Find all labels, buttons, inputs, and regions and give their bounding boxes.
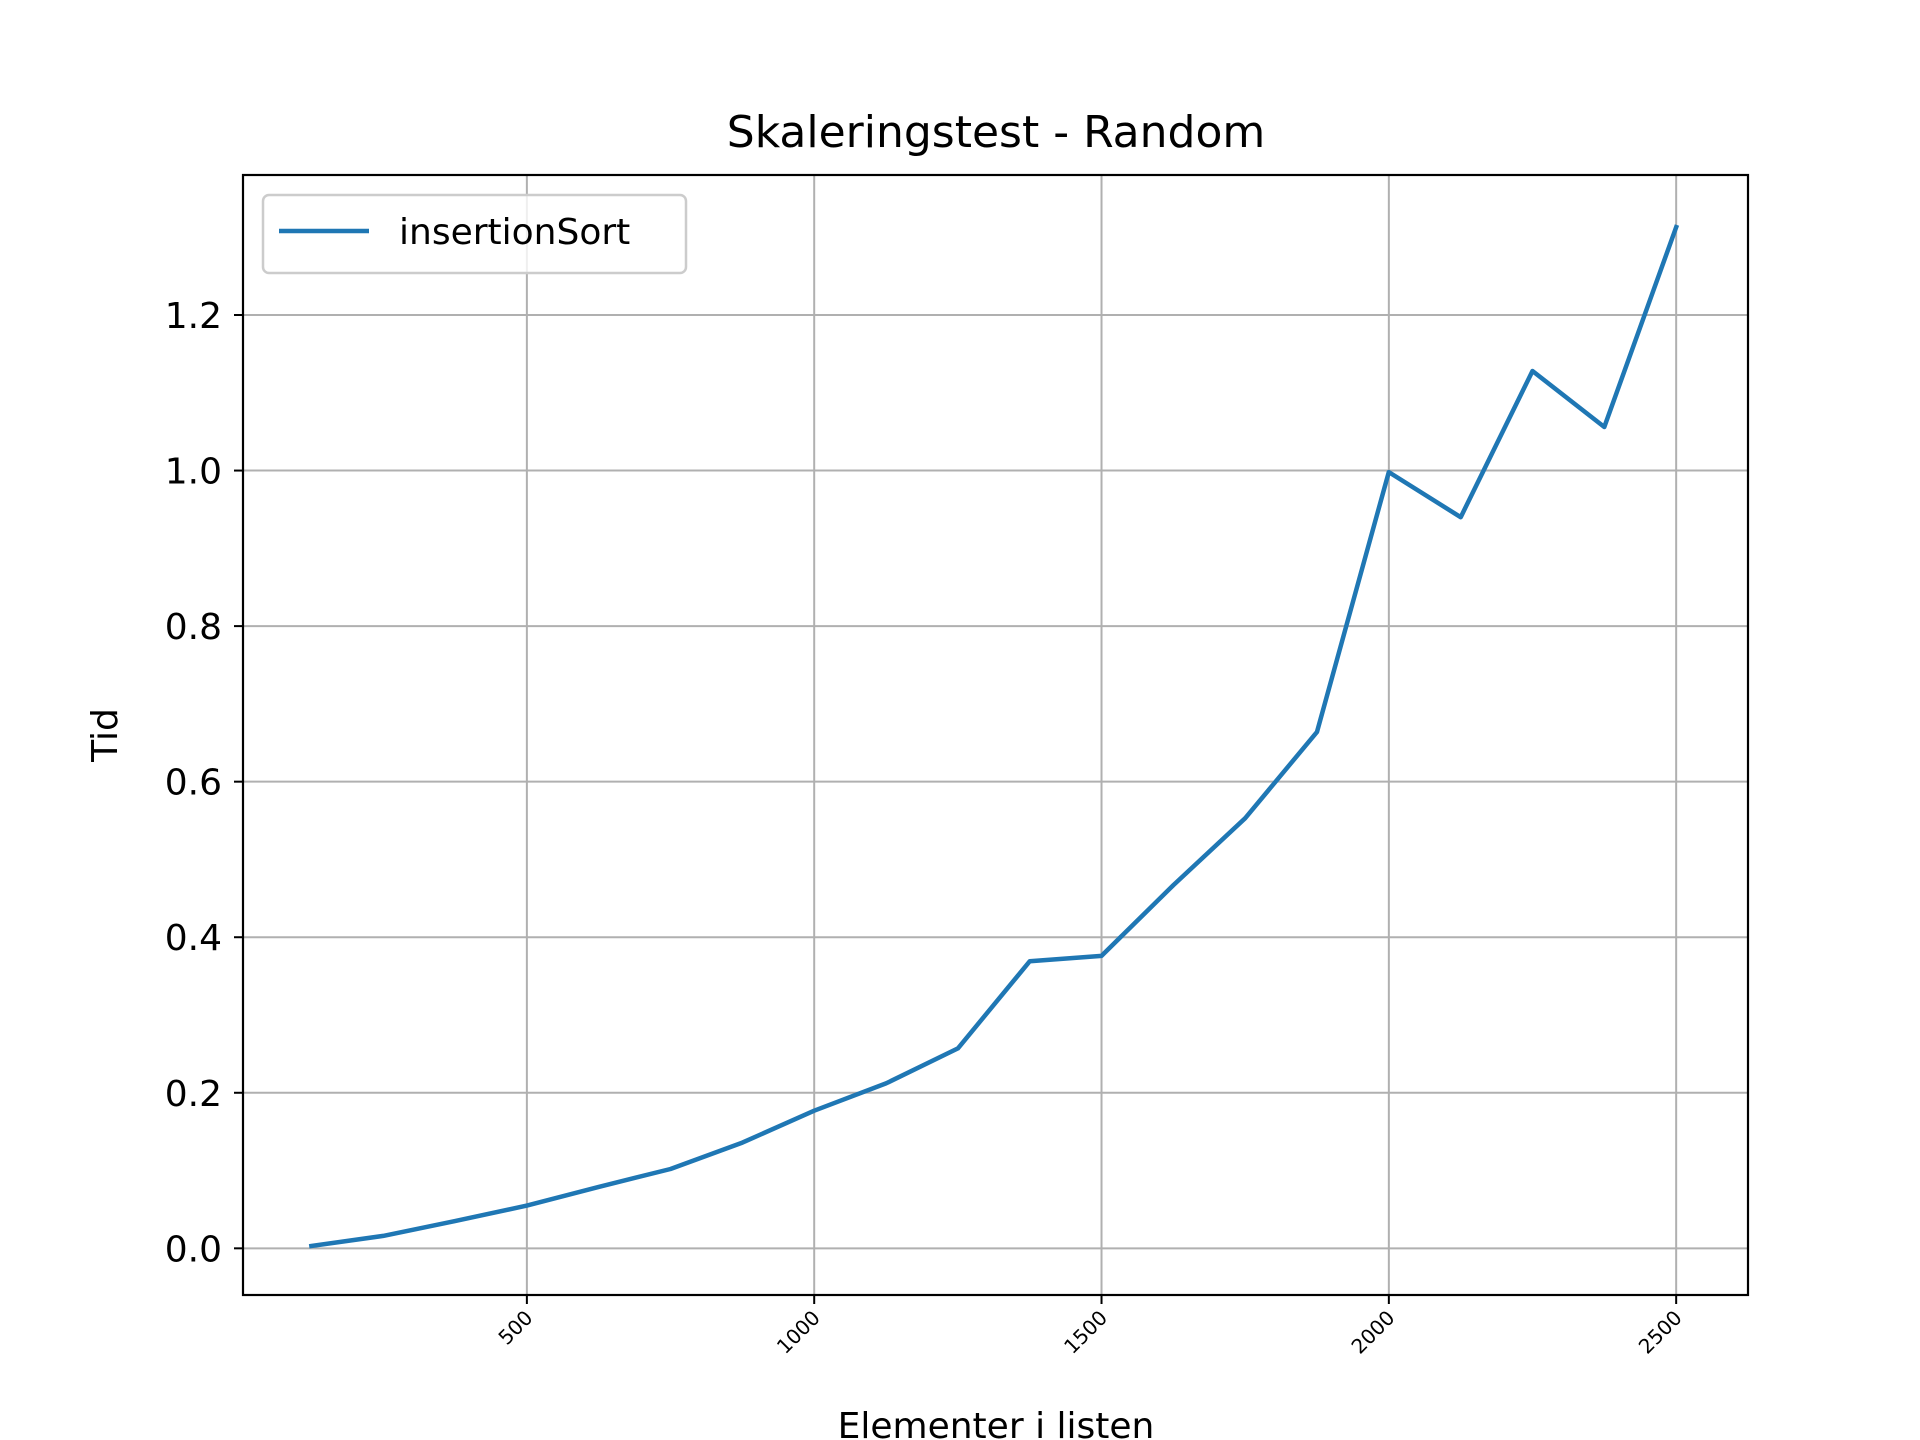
legend-label: insertionSort — [399, 212, 630, 253]
series-layer — [308, 224, 1680, 1249]
y-tick-label: 0.0 — [165, 1229, 222, 1270]
y-tick-label: 0.4 — [165, 918, 222, 959]
legend: insertionSort — [261, 193, 688, 275]
chart-title: Skaleringstest - Random — [727, 107, 1265, 158]
plot-frame — [241, 173, 1750, 1297]
y-tick-label: 0.6 — [165, 763, 222, 804]
y-tick-label: 1.0 — [165, 452, 222, 493]
series-line — [308, 224, 1680, 1249]
y-axis-label: Tid — [85, 708, 126, 763]
y-tick-label: 0.2 — [165, 1074, 222, 1115]
x-axis-label: Elementer i listen — [838, 1406, 1155, 1440]
y-tick-label: 1.2 — [165, 296, 222, 337]
y-axis: 0.0 0.2 0.4 0.6 0.8 1.0 1.2 — [165, 296, 243, 1270]
grid — [243, 175, 1748, 1295]
legend-box — [261, 193, 688, 275]
y-tick-label: 0.8 — [165, 607, 222, 648]
